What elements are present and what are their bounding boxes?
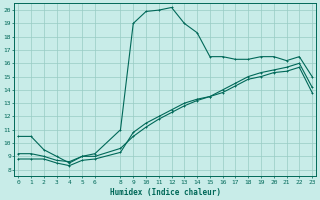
X-axis label: Humidex (Indice chaleur): Humidex (Indice chaleur) [110, 188, 221, 197]
